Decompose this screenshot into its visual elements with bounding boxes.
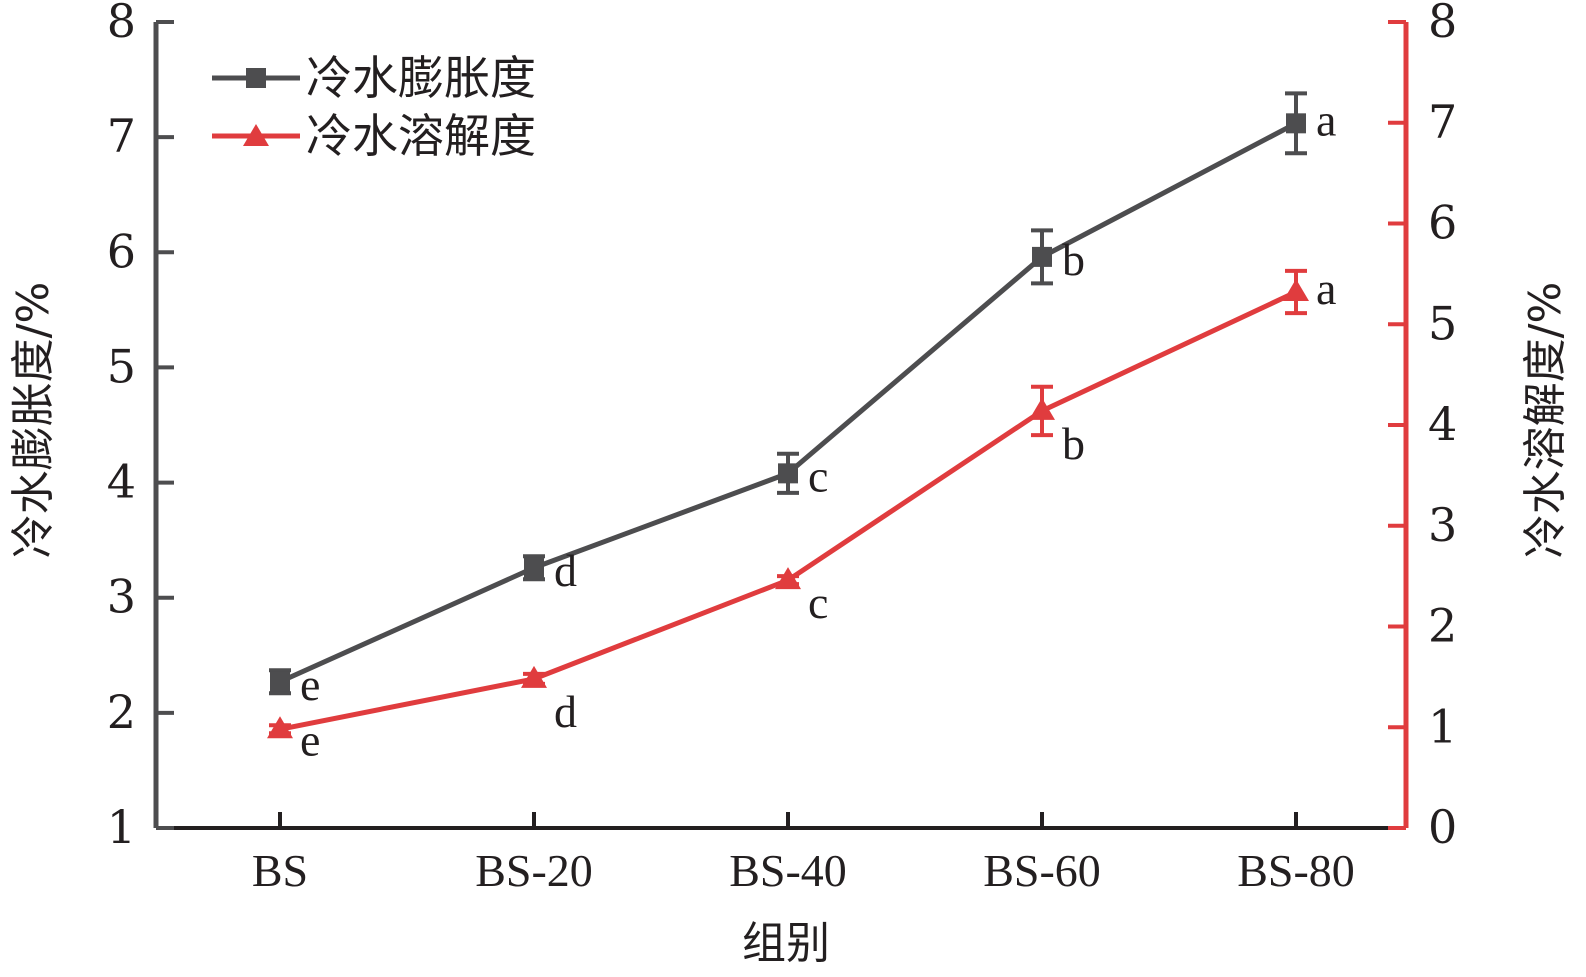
legend-label-swelling: 冷水膨胀度 xyxy=(306,51,536,105)
y-left-tick-label: 4 xyxy=(107,455,136,509)
series-line xyxy=(278,121,1298,685)
y-left-tick-label: 3 xyxy=(107,570,136,624)
significance-label: a xyxy=(1316,263,1336,314)
series-swelling: e d c b a xyxy=(269,91,1336,710)
data-point xyxy=(1032,246,1052,267)
legend-marker-swelling xyxy=(246,68,266,88)
y-right-tick-label: 6 xyxy=(1428,196,1457,250)
significance-label: a xyxy=(1316,94,1336,145)
y-right-tick-label: 0 xyxy=(1428,800,1457,854)
series-solubility: e d c b a xyxy=(267,263,1336,765)
x-tick-label: BS-40 xyxy=(729,845,847,896)
data-point xyxy=(270,671,290,692)
significance-label: e xyxy=(300,659,320,710)
y-right-tick-label: 3 xyxy=(1428,498,1457,552)
y-right-tick-label: 7 xyxy=(1428,95,1457,149)
y-right-tick-label: 8 xyxy=(1428,0,1457,48)
y-left-tick-label: 5 xyxy=(107,339,136,393)
significance-label: c xyxy=(808,450,828,501)
data-point xyxy=(1029,397,1055,420)
y-right-tick-label: 4 xyxy=(1428,397,1457,451)
x-axis-title: 组别 xyxy=(742,918,830,969)
significance-label: d xyxy=(554,545,577,596)
significance-label: b xyxy=(1062,418,1085,469)
data-point xyxy=(267,716,293,739)
series-line xyxy=(279,289,1298,732)
x-tick-label: BS-20 xyxy=(475,845,593,896)
significance-label: d xyxy=(554,686,577,737)
legend-label-solubility: 冷水溶解度 xyxy=(306,109,536,163)
significance-label: b xyxy=(1062,234,1085,285)
y-left-tick-label: 8 xyxy=(107,0,136,48)
x-tick-label: BS-60 xyxy=(983,845,1101,896)
y-right-tick-label: 5 xyxy=(1428,296,1457,350)
data-point xyxy=(521,665,547,688)
y-left-tick-label: 6 xyxy=(107,224,136,278)
y-right-tick-label: 1 xyxy=(1428,699,1457,753)
y-left-tick-label: 7 xyxy=(107,109,136,163)
x-tick-label: BS-80 xyxy=(1237,845,1355,896)
y-left-tick-label: 2 xyxy=(107,685,136,739)
legend-marker-solubility xyxy=(243,124,269,146)
data-point xyxy=(778,463,798,484)
data-point xyxy=(1283,279,1309,302)
data-point xyxy=(1286,113,1306,134)
x-tick-label: BS xyxy=(252,845,308,896)
data-point xyxy=(524,557,544,578)
y-left-tick-label: 1 xyxy=(107,800,136,854)
axis-ticks: 1 2 3 4 5 6 7 8 0 1 2 3 4 5 6 7 8 BS BS-20 BS-40 BS-60 BS-80 xyxy=(107,0,1458,896)
series-layer: e d c b a e d c b a xyxy=(267,91,1336,765)
significance-label: c xyxy=(808,577,828,628)
legend: 冷水膨胀度 冷水溶解度 xyxy=(212,51,536,163)
y-axis-title-right: 冷水溶解度/% xyxy=(1520,282,1571,559)
significance-label: e xyxy=(300,714,320,765)
data-point xyxy=(775,567,801,590)
y-axis-title-left: 冷水膨胀度/% xyxy=(8,282,59,559)
y-right-tick-label: 2 xyxy=(1428,599,1457,653)
